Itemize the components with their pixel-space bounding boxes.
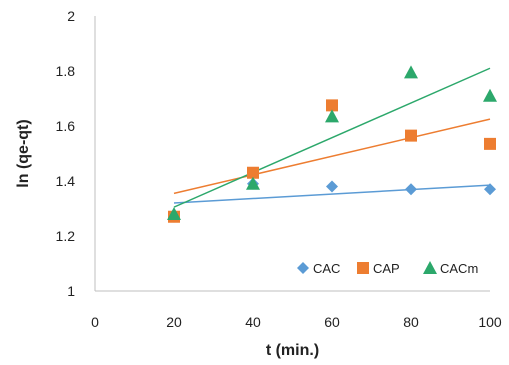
x-tick-label: 80 bbox=[403, 314, 419, 330]
x-axis-title: t (min.) bbox=[266, 342, 319, 359]
x-tick-label: 60 bbox=[324, 314, 340, 330]
legend-label-cac: CAC bbox=[313, 261, 340, 276]
x-tick-labels: 0 20 40 60 80 100 bbox=[91, 314, 502, 330]
trendline-cac bbox=[173, 184, 491, 204]
legend-label-cacm: CACm bbox=[440, 261, 478, 276]
y-tick-label: 1.6 bbox=[56, 118, 76, 134]
data-point-cap bbox=[326, 99, 338, 112]
data-point-cap bbox=[484, 137, 496, 150]
legend-marker-cap bbox=[357, 262, 369, 274]
data-point-cacm bbox=[483, 88, 497, 102]
y-tick-label: 1.2 bbox=[56, 228, 76, 244]
x-tick-label: 40 bbox=[245, 314, 261, 330]
data-point-cacm bbox=[246, 176, 260, 190]
data-point-cac bbox=[326, 180, 338, 193]
y-tick-labels: 1 1.2 1.4 1.6 1.8 2 bbox=[56, 8, 76, 299]
legend-label-cap: CAP bbox=[373, 261, 400, 276]
data-point-cap bbox=[405, 129, 417, 142]
x-tick-label: 100 bbox=[478, 314, 502, 330]
data-point-cac bbox=[484, 183, 496, 196]
data-points bbox=[167, 65, 497, 223]
data-point-cacm bbox=[167, 207, 181, 220]
data-point-cap bbox=[247, 166, 259, 179]
y-tick-label: 1 bbox=[67, 283, 75, 299]
y-tick-label: 2 bbox=[67, 8, 75, 24]
legend-marker-cacm bbox=[423, 261, 437, 274]
data-point-cacm bbox=[325, 109, 339, 123]
series-cacm bbox=[167, 65, 497, 220]
x-tick-label: 0 bbox=[91, 314, 99, 330]
trendline-cacm bbox=[173, 67, 491, 208]
y-axis-title: ln (qe-qt) bbox=[15, 119, 32, 187]
legend-marker-cac bbox=[297, 262, 309, 274]
data-point-cacm bbox=[404, 65, 418, 79]
trendline-cap bbox=[173, 118, 491, 195]
x-tick-label: 20 bbox=[166, 314, 182, 330]
y-tick-label: 1.8 bbox=[56, 63, 76, 79]
trendlines bbox=[173, 67, 491, 208]
data-point-cac bbox=[405, 183, 417, 196]
y-tick-label: 1.4 bbox=[56, 173, 76, 189]
legend: CAC CAP CACm bbox=[297, 261, 478, 276]
axes bbox=[94, 16, 490, 292]
